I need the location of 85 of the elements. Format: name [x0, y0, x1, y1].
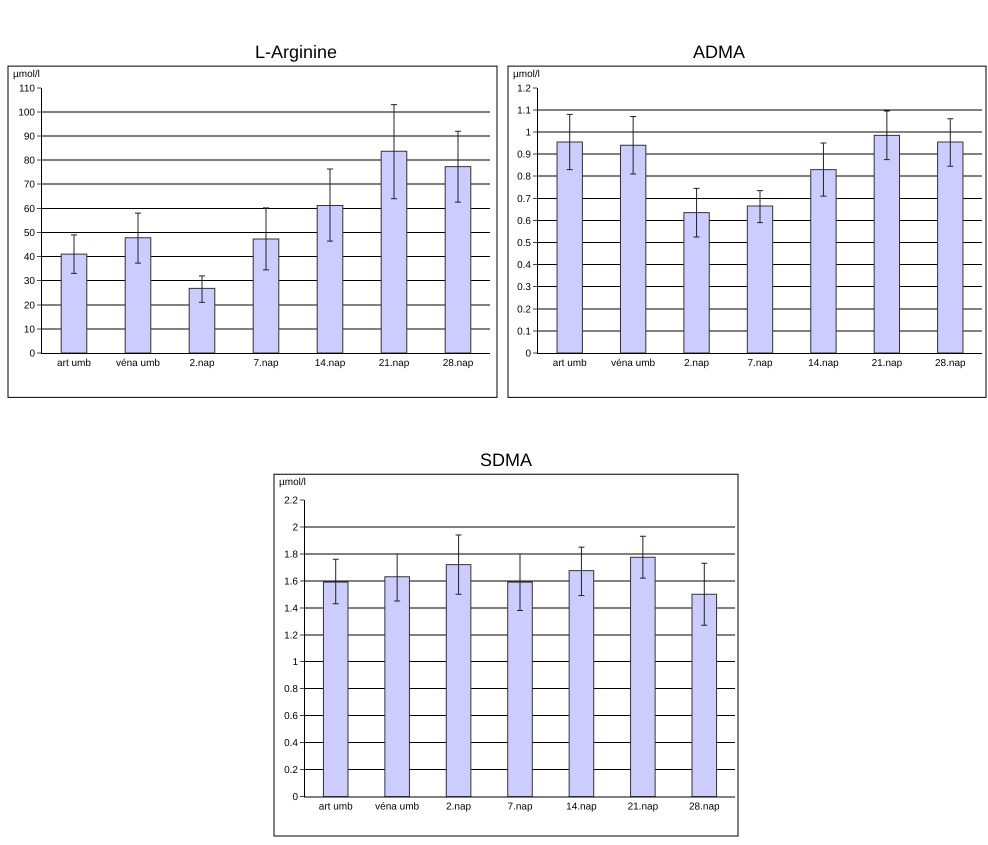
y-tick-label: 1.2: [517, 83, 532, 94]
y-axis-title: µmol/l: [279, 477, 306, 488]
y-tick-label: 50: [24, 228, 36, 239]
bar: [874, 134, 900, 353]
bar: [188, 288, 216, 353]
bar: [444, 166, 472, 353]
y-axis-title: µmol/l: [13, 69, 40, 80]
y-tick-label: 0: [292, 792, 298, 804]
y-tick-label: 0.6: [517, 216, 532, 227]
y-tick-label: 60: [24, 204, 36, 215]
y-tick-label: 2: [292, 522, 298, 534]
x-tick-label: 28.nap: [688, 802, 720, 813]
bar: [316, 204, 344, 353]
x-tick-label: 7.nap: [507, 802, 533, 813]
y-tick-label: 2.2: [284, 495, 298, 506]
y-tick-label: 1.4: [284, 603, 298, 614]
y-tick-label: 110: [19, 83, 36, 94]
x-tick-label: 7.nap: [253, 358, 279, 369]
y-tick-label: 1.2: [284, 630, 298, 642]
bar: [380, 150, 408, 353]
y-tick-label: 0: [29, 348, 36, 360]
bar: [507, 582, 533, 797]
bar: [124, 237, 152, 353]
x-tick-label: 28.nap: [442, 358, 474, 369]
y-tick-label: 1.8: [284, 549, 298, 560]
x-tick-label: véna umb: [375, 802, 420, 813]
y-tick-label: 0.8: [517, 172, 532, 183]
y-tick-label: 1.6: [284, 576, 298, 588]
x-tick-label: 21.nap: [872, 358, 903, 369]
bar: [322, 582, 348, 797]
y-tick-label: 0: [525, 348, 532, 360]
bar: [810, 169, 837, 353]
bar: [568, 570, 594, 797]
bar: [556, 141, 583, 353]
y-tick-label: 0.4: [517, 260, 532, 272]
x-tick-label: 2.nap: [684, 358, 710, 369]
y-tick-label: 30: [24, 276, 36, 288]
x-tick-label: véna umb: [116, 358, 160, 369]
y-tick-label: 1.1: [517, 105, 532, 116]
x-tick-label: 7.nap: [747, 358, 773, 369]
y-tick-label: 0.2: [284, 765, 298, 776]
x-tick-label: 21.nap: [378, 358, 410, 369]
bar: [692, 594, 718, 797]
y-tick-label: 80: [24, 156, 36, 167]
bar: [937, 141, 964, 353]
y-tick-label: 1: [292, 657, 298, 668]
y-tick-label: 40: [24, 252, 36, 264]
bar: [60, 254, 88, 353]
chart-title: SDMA: [480, 450, 532, 470]
y-tick-label: 10: [24, 324, 36, 336]
y-tick-label: 0.6: [284, 711, 298, 722]
bar: [630, 556, 656, 797]
x-tick-label: art umb: [552, 358, 588, 369]
bar: [620, 144, 646, 353]
bar: [746, 206, 774, 353]
y-tick-label: 90: [24, 132, 36, 143]
chart-title: L-Arginine: [255, 42, 338, 62]
y-tick-label: 0.5: [517, 238, 532, 249]
bar: [252, 238, 280, 353]
x-tick-label: 2.nap: [446, 802, 472, 813]
y-tick-label: 70: [24, 180, 36, 191]
y-tick-label: 100: [18, 107, 36, 118]
x-tick-label: 28.nap: [934, 358, 966, 369]
bar: [446, 564, 472, 797]
y-tick-label: 0.4: [284, 738, 298, 750]
x-tick-label: art umb: [57, 358, 92, 369]
x-tick-label: véna umb: [611, 358, 656, 369]
y-tick-label: 0.3: [517, 282, 532, 294]
y-tick-label: 0.2: [517, 304, 532, 316]
x-tick-label: 14.nap: [314, 358, 346, 369]
y-tick-label: 0.8: [284, 684, 298, 696]
y-tick-label: 0.1: [517, 326, 532, 338]
y-tick-label: 0.9: [517, 150, 532, 161]
x-tick-label: art umb: [318, 802, 354, 813]
y-axis-title: µmol/l: [513, 69, 540, 80]
bar: [384, 576, 410, 797]
y-tick-label: 20: [24, 300, 36, 312]
y-tick-label: 0.7: [517, 194, 532, 205]
x-tick-label: 14.nap: [566, 802, 598, 813]
y-tick-label: 1: [525, 128, 532, 139]
chart-title: ADMA: [693, 42, 746, 62]
x-tick-label: 14.nap: [808, 358, 840, 369]
x-tick-label: 21.nap: [628, 802, 659, 813]
x-tick-label: 2.nap: [189, 358, 215, 369]
bar: [683, 212, 710, 353]
